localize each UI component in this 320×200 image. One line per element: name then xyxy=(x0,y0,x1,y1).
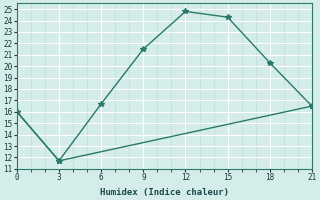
X-axis label: Humidex (Indice chaleur): Humidex (Indice chaleur) xyxy=(100,188,229,197)
